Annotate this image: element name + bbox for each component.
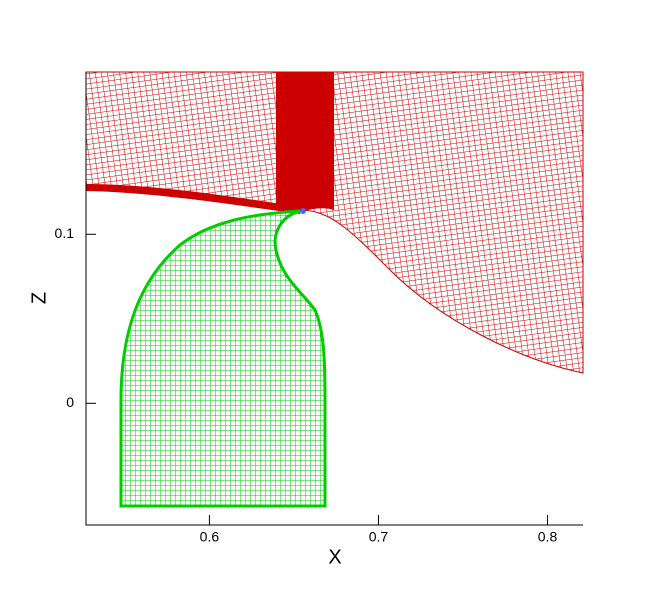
x-tick-label: 0.8	[538, 529, 558, 545]
contact-point	[300, 208, 306, 214]
x-tick-label: 0.7	[369, 529, 389, 545]
red-boundary	[86, 184, 300, 214]
y-tick-label: 0	[66, 394, 74, 410]
x-axis-title: X	[328, 546, 341, 568]
y-tick-label: 0.1	[55, 225, 75, 241]
red-dense-band	[276, 72, 334, 212]
x-tick-label: 0.6	[200, 529, 220, 545]
y-axis-title: Z	[28, 292, 50, 304]
axis-frame	[85, 72, 583, 526]
green-mesh	[119, 209, 327, 508]
mesh-layer	[85, 71, 584, 508]
